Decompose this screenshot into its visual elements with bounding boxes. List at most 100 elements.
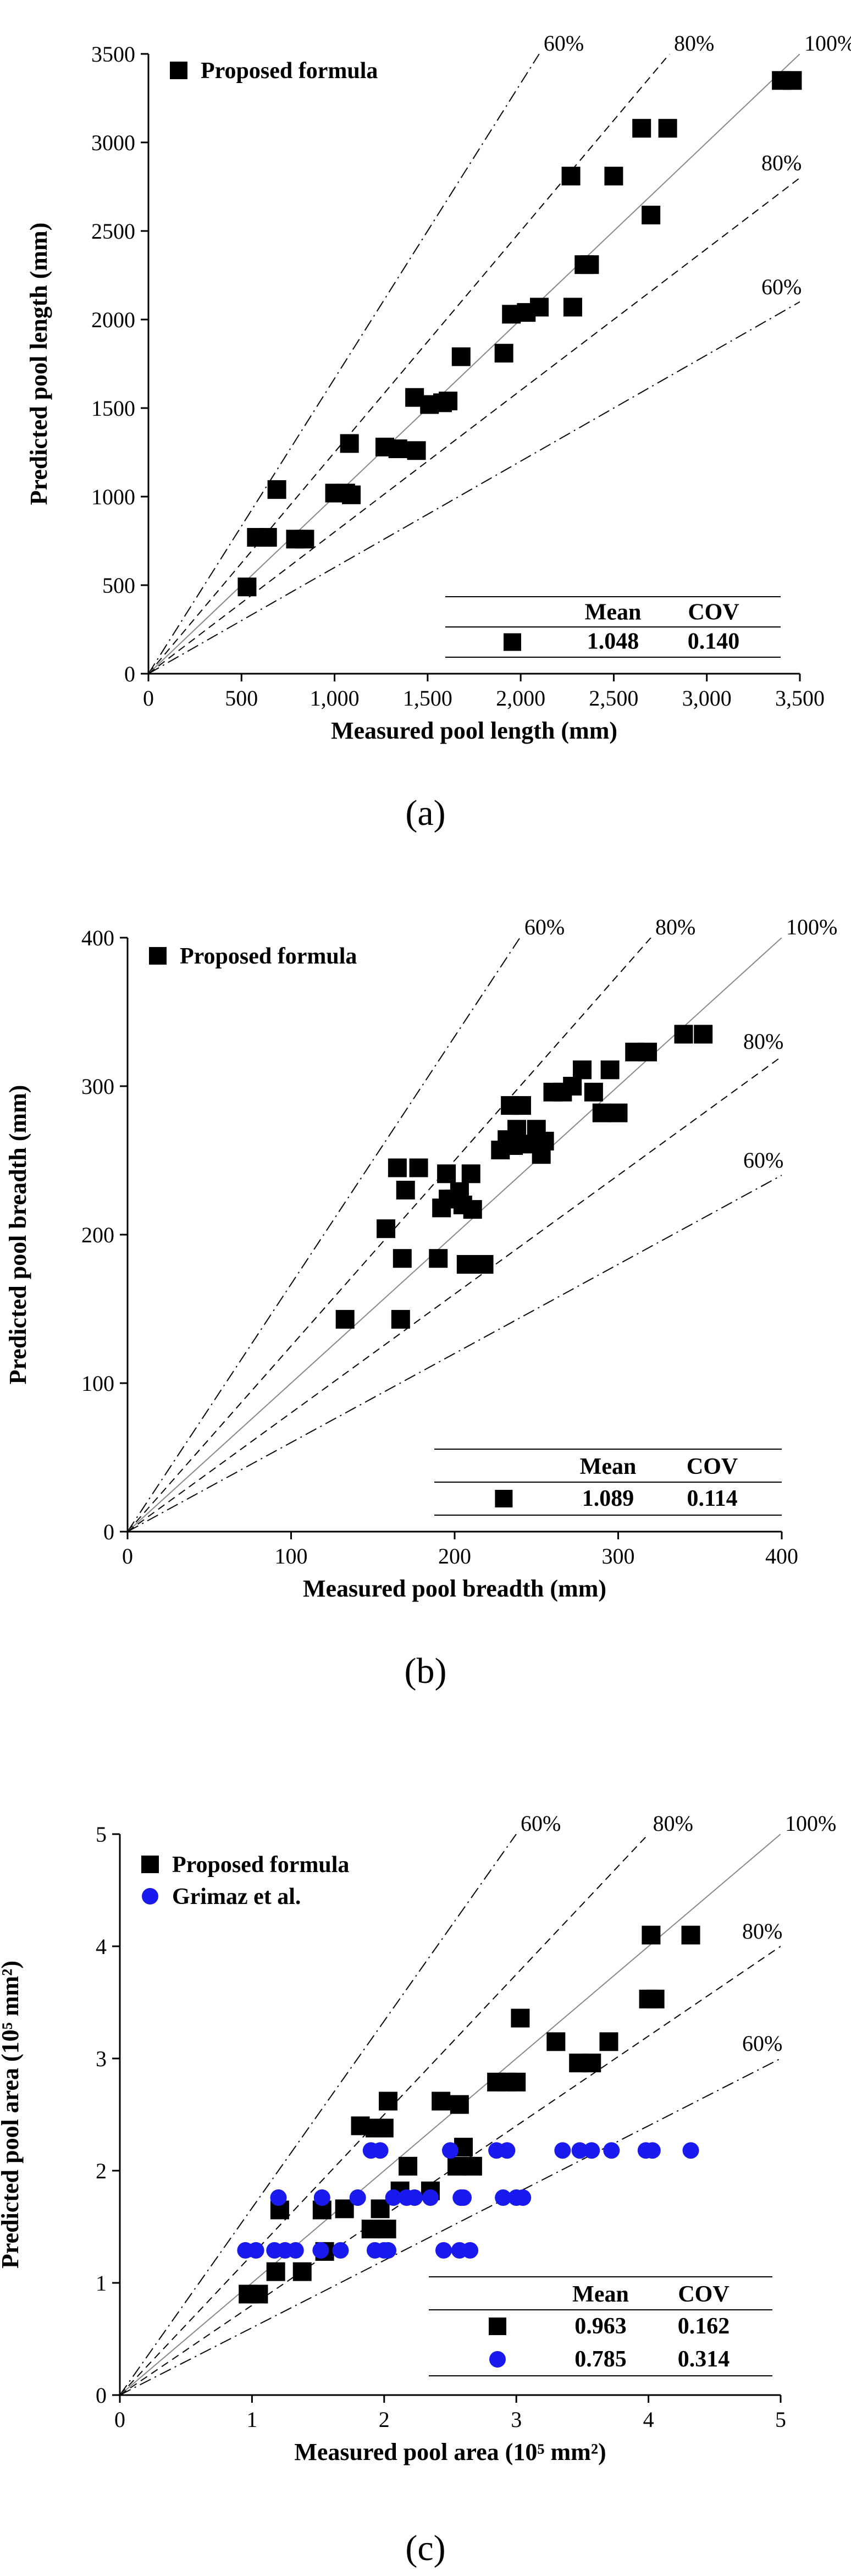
data-point [393, 1249, 412, 1268]
y-tick-label: 500 [102, 573, 135, 598]
data-point [600, 1060, 620, 1080]
stats-table: Mean COV 0.963 0.162 0.785 0.314 [429, 2276, 772, 2376]
x-tick-label: 0 [143, 686, 154, 711]
reference-lines [120, 1834, 781, 2395]
table-header-cov: COV [688, 599, 739, 625]
reference-line-label: 60% [761, 274, 802, 299]
y-tick-label: 3500 [91, 42, 135, 67]
data-point [461, 1164, 480, 1184]
table-row-marker [504, 633, 521, 651]
data-point [603, 2142, 620, 2159]
chart-c: 60% 80% 100% 80% 60% 0 1 2 3 4 5 0 1 2 3 4 5 Measured poo… [0, 1811, 836, 2568]
data-point [435, 2242, 452, 2259]
x-axis-label: Measured pool length (mm) [331, 717, 617, 744]
data-point [442, 2142, 458, 2159]
data-point [237, 577, 257, 597]
reference-line-label: 60% [521, 1811, 561, 1836]
data-point [372, 2142, 389, 2159]
legend-label: Proposed formula [172, 1852, 349, 1878]
data-point [584, 1082, 603, 1102]
data-point [385, 2189, 402, 2206]
y-tick-label: 2 [96, 2159, 107, 2183]
x-tick-label: 300 [602, 1544, 635, 1568]
x-tick-label: 5 [775, 2407, 786, 2432]
data-point [422, 2189, 439, 2206]
data-point [371, 2199, 390, 2219]
data-point [511, 2008, 530, 2028]
data-point [361, 2220, 380, 2239]
y-tick-label: 300 [81, 1074, 114, 1099]
reference-line-label: 80% [743, 1029, 783, 1054]
data-point [451, 347, 471, 366]
reference-line-100pct-2 [148, 54, 800, 674]
data-point [249, 2285, 268, 2304]
data-point [580, 255, 599, 274]
data-point [342, 485, 361, 504]
reference-line-80pct-1 [148, 54, 670, 674]
reference-lines [128, 938, 782, 1532]
stats-table: Mean COV 1.048 0.140 [445, 596, 781, 658]
data-point [312, 2242, 329, 2259]
reference-line-label: 80% [742, 1919, 782, 1944]
data-point [604, 167, 623, 186]
reference-line-80pct-1 [120, 1834, 649, 2395]
y-tick-label: 200 [81, 1223, 114, 1247]
data-point [504, 1136, 523, 1155]
panel-label: (c) [405, 2528, 445, 2568]
x-tick-label: 3,500 [775, 686, 825, 711]
data-point [429, 1249, 448, 1268]
data-point [349, 2189, 366, 2206]
table-cov-value: 0.114 [687, 1486, 738, 1511]
y-tick-label: 2500 [91, 219, 135, 244]
reference-line-label: 100% [786, 915, 837, 939]
table-mean-value: 1.048 [587, 629, 639, 654]
x-tick-label: 4 [643, 2407, 654, 2432]
table-header-mean: Mean [585, 599, 642, 625]
x-tick-label: 0 [122, 1544, 133, 1568]
data-point [374, 2118, 394, 2138]
data-point [583, 2142, 600, 2159]
y-tick-label: 100 [81, 1371, 114, 1396]
data-point [258, 528, 277, 547]
y-axis-label: Predicted pool length (mm) [25, 223, 52, 505]
x-tick-label: 3 [511, 2407, 522, 2432]
x-tick-label: 100 [275, 1544, 308, 1568]
chart-b: 60% 80% 100% 80% 60% 0 100 200 300 400 0 100 200 300 4… [4, 915, 837, 1691]
data-point [377, 2220, 396, 2239]
data-point [495, 2189, 512, 2206]
x-tick-label: 200 [438, 1544, 471, 1568]
y-tick-label: 0 [124, 662, 135, 686]
legend-label: Grimaz et al. [172, 1884, 301, 1909]
reference-line-60pct-0 [128, 938, 521, 1532]
data-point [340, 434, 359, 453]
reference-line-80pct-3 [128, 1056, 782, 1532]
reference-line-label: 60% [544, 31, 584, 56]
y-tick-label: 4 [96, 1934, 107, 1959]
y-tick-label: 5 [96, 1822, 107, 1847]
data-point [681, 1925, 700, 1945]
reference-line-60pct-0 [120, 1834, 517, 2395]
y-axis-label: Predicted pool area (10⁵ mm²) [0, 1961, 24, 2269]
data-point [561, 167, 581, 186]
chart-a: 60% 80% 100% 80% 60% 0 500 1,000 1,500 2,000 2,500… [25, 31, 851, 833]
data-point [515, 2189, 532, 2206]
y-tick-label: 0 [96, 2383, 107, 2408]
table-header-mean: Mean [580, 1454, 637, 1479]
data-point [380, 2242, 397, 2259]
legend-marker [141, 1856, 159, 1873]
legend-marker [170, 62, 187, 79]
x-tick-label: 400 [765, 1544, 798, 1568]
x-tick-label: 2,000 [496, 686, 545, 711]
reference-line-100pct-2 [120, 1834, 781, 2395]
y-tick-label: 1 [96, 2271, 107, 2296]
x-tick-label: 3,000 [682, 686, 732, 711]
data-point [682, 2142, 699, 2159]
reference-line-label: 80% [655, 915, 695, 939]
table-header-mean: Mean [572, 2282, 629, 2307]
data-point [563, 298, 582, 317]
table-mean-value: 0.963 [574, 2314, 627, 2339]
table-cov-value: 0.140 [688, 629, 740, 654]
data-point [270, 2189, 287, 2206]
data-point [645, 1989, 665, 2008]
